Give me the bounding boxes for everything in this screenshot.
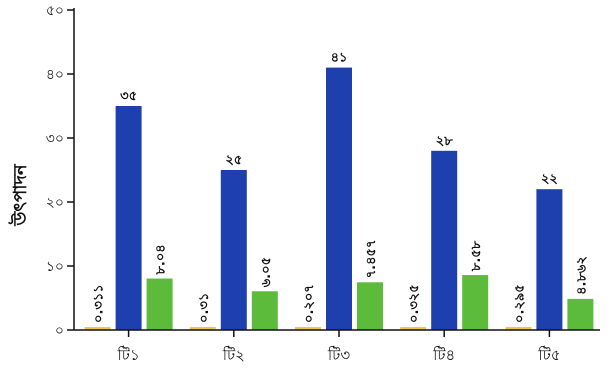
data-label: ৭.৪৫৭ bbox=[364, 240, 379, 279]
bar bbox=[326, 67, 352, 330]
y-tick-label: ৩০ bbox=[46, 131, 64, 147]
data-label: ০.২৯৫ bbox=[512, 284, 527, 323]
data-label: ৮.৫৮ bbox=[469, 240, 484, 272]
data-label: ৩৫ bbox=[120, 89, 137, 104]
bar bbox=[462, 275, 489, 330]
data-label: ৪১ bbox=[331, 51, 348, 66]
x-tick-label: টি৪ bbox=[432, 346, 455, 364]
value-labels: ০.৩১১ ৩৫ ৮.০৪ ০.৩১ ২৫ ৬.০৫ ০.২০৭ ৪১ ৭.৪৫৭ ০.৩২৫ ২৮… bbox=[92, 51, 590, 323]
x-tick-label: টি১ bbox=[116, 346, 139, 364]
bar bbox=[115, 106, 142, 330]
y-axis-title: উৎপাদন bbox=[8, 163, 31, 227]
bar bbox=[146, 278, 173, 330]
data-label: ০.৩১ bbox=[197, 293, 212, 323]
data-label: ০.২০৭ bbox=[302, 284, 317, 323]
data-label: ২২ bbox=[541, 172, 558, 187]
bar bbox=[84, 327, 111, 330]
y-tick-label: ২০ bbox=[46, 195, 64, 211]
x-tick-label: টি৩ bbox=[327, 346, 350, 364]
data-label: ৮.০৪ bbox=[154, 244, 169, 275]
data-label: ২৮ bbox=[436, 134, 453, 149]
bar bbox=[357, 282, 383, 330]
bar bbox=[567, 298, 594, 330]
bar bbox=[536, 189, 563, 330]
y-axis: ০ ১০ ২০ ৩০ ৪০ ৫০ bbox=[46, 3, 75, 339]
data-label: ০.৩২৫ bbox=[407, 284, 422, 323]
data-label: ২৫ bbox=[225, 153, 242, 168]
bar bbox=[189, 327, 216, 330]
y-tick-label: ১০ bbox=[46, 259, 64, 275]
x-axis: টি১ টি২ টি৩ টি৪ টি৫ bbox=[74, 329, 600, 364]
bar bbox=[400, 327, 427, 330]
data-label: ৪.৮৬২ bbox=[574, 256, 589, 295]
bar bbox=[295, 327, 321, 330]
y-tick-label: ৫০ bbox=[46, 3, 64, 19]
bar bbox=[505, 327, 532, 330]
bar bbox=[251, 291, 278, 330]
data-label: ০.৩১১ bbox=[92, 284, 107, 323]
x-tick-label: টি২ bbox=[222, 346, 245, 364]
bar bbox=[431, 150, 458, 330]
bars bbox=[84, 67, 594, 330]
bar bbox=[220, 170, 247, 330]
y-tick-label: ৪০ bbox=[46, 67, 64, 83]
data-label: ৬.০৫ bbox=[259, 257, 274, 287]
x-tick-label: টি৫ bbox=[537, 346, 560, 364]
y-tick-label: ০ bbox=[55, 323, 64, 339]
